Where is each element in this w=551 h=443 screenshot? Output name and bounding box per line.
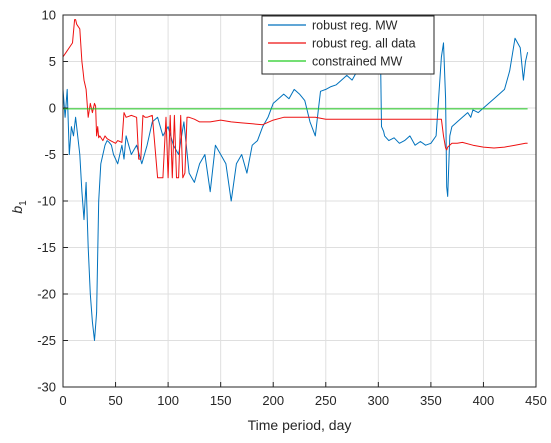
grid bbox=[63, 15, 536, 387]
x-tick-label: 300 bbox=[367, 393, 389, 408]
x-tick-label: 400 bbox=[473, 393, 495, 408]
x-tick-label: 0 bbox=[59, 393, 66, 408]
y-tick-label: -20 bbox=[37, 287, 56, 302]
y-tick-label: -30 bbox=[37, 380, 56, 395]
series-line-robust-all-data bbox=[62, 19, 528, 179]
y-tick-label: -10 bbox=[37, 194, 56, 209]
axis-ticks: 0 50 100 150 200 250 300 350 400 450-30-25-20-15-… bbox=[37, 8, 547, 409]
y-tick-label: 5 bbox=[49, 54, 56, 69]
x-tick-label: 200 bbox=[262, 393, 284, 408]
x-tick-label: 50 bbox=[108, 393, 122, 408]
y-tick-label: 0 bbox=[49, 101, 56, 116]
y-axis-label-base: b bbox=[9, 206, 25, 214]
y-tick-label: -5 bbox=[44, 147, 56, 162]
x-tick-label: 350 bbox=[420, 393, 442, 408]
legend-label: robust reg. MW bbox=[312, 19, 398, 33]
y-tick-label: 10 bbox=[42, 8, 56, 23]
y-axis-label-subscript: 1 bbox=[18, 200, 29, 206]
legend-label: robust reg. all data bbox=[312, 37, 416, 51]
x-tick-label: 100 bbox=[157, 393, 179, 408]
x-tick-label: 450 bbox=[525, 393, 547, 408]
legend: robust reg. MW robust reg. all data constr… bbox=[261, 15, 435, 75]
series-lines bbox=[62, 19, 529, 341]
y-tick-label: -15 bbox=[37, 240, 56, 255]
y-tick-label: -25 bbox=[37, 333, 56, 348]
y-axis-label: b1 bbox=[9, 200, 29, 214]
x-axis-label: Time period, day bbox=[248, 417, 352, 433]
legend-box bbox=[261, 15, 435, 75]
series-line-robust-mw bbox=[62, 37, 529, 341]
x-tick-label: 250 bbox=[315, 393, 337, 408]
x-tick-label: 150 bbox=[210, 393, 232, 408]
legend-label: constrained MW bbox=[312, 55, 403, 69]
